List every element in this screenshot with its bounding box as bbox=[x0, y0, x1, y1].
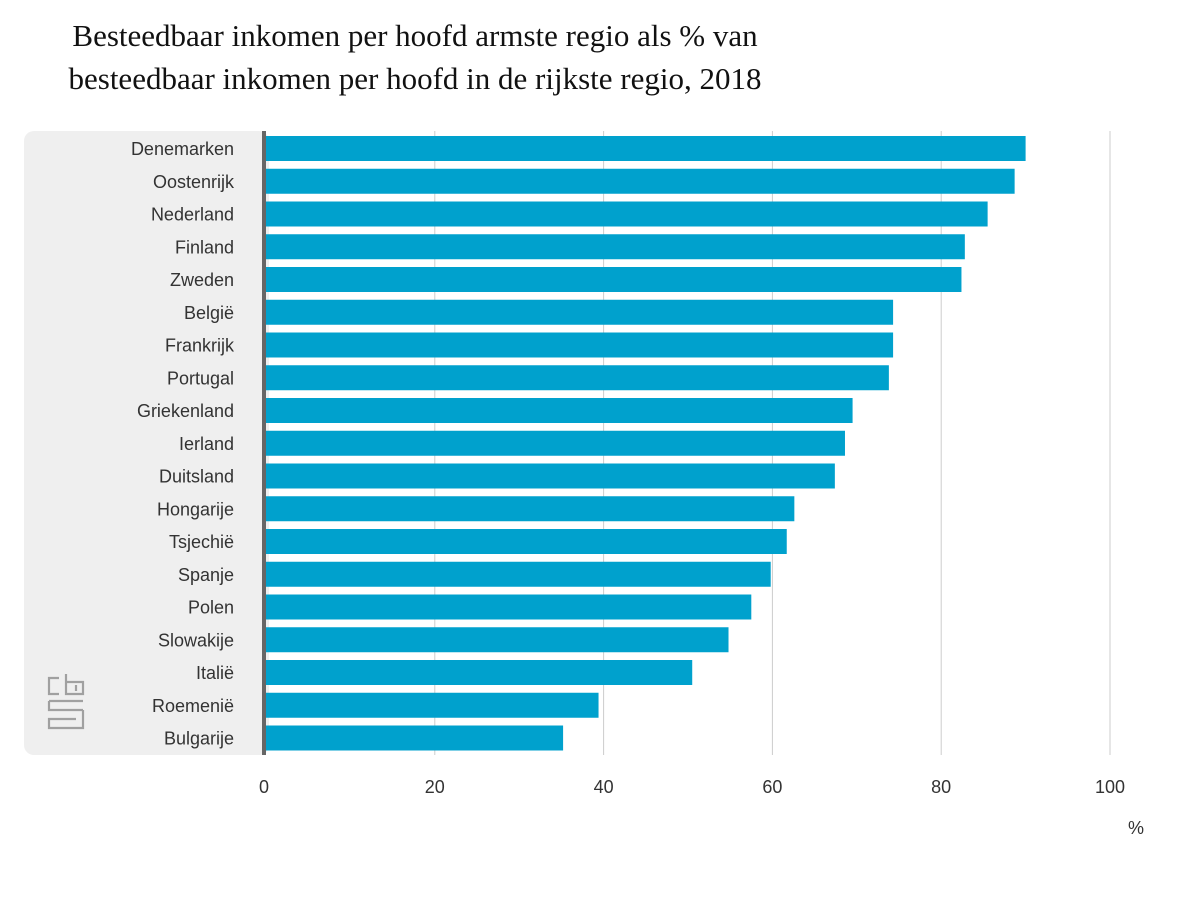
bars bbox=[266, 136, 1026, 751]
x-axis-ticks: 0 20 40 60 80 100 bbox=[259, 777, 1125, 797]
chart-title: Besteedbaar inkomen per hoofd armste reg… bbox=[0, 14, 830, 100]
bar bbox=[266, 267, 962, 292]
bar bbox=[266, 627, 729, 653]
category-label: Duitsland bbox=[159, 467, 234, 487]
category-label: Roemenië bbox=[152, 696, 234, 716]
bar bbox=[266, 136, 1026, 161]
bar bbox=[266, 332, 894, 358]
category-label: Polen bbox=[188, 598, 234, 618]
category-label: Hongarije bbox=[157, 499, 234, 519]
category-label: Italië bbox=[196, 663, 234, 683]
category-label: Frankrijk bbox=[165, 336, 235, 356]
x-axis-unit: % bbox=[1128, 818, 1145, 838]
cbs-logo-icon bbox=[47, 674, 85, 730]
bar bbox=[266, 299, 894, 325]
category-label: Oostenrijk bbox=[153, 172, 235, 192]
category-label: Ierland bbox=[179, 434, 234, 454]
chart-title-line-2: besteedbaar inkomen per hoofd in de rijk… bbox=[68, 61, 762, 96]
bar bbox=[266, 692, 599, 718]
category-label: Slowakije bbox=[158, 630, 234, 650]
chart-title-line-1: Besteedbaar inkomen per hoofd armste reg… bbox=[72, 18, 758, 53]
bar bbox=[266, 365, 889, 391]
x-tick-label: 0 bbox=[259, 777, 269, 797]
bar bbox=[266, 660, 693, 685]
x-tick-label: 20 bbox=[425, 777, 445, 797]
bar bbox=[266, 234, 965, 260]
category-label: Spanje bbox=[178, 565, 234, 585]
category-label: Griekenland bbox=[137, 401, 234, 421]
category-label: België bbox=[184, 303, 234, 323]
bar bbox=[266, 594, 752, 620]
bar bbox=[266, 529, 787, 554]
category-label: Zweden bbox=[170, 270, 234, 290]
category-labels: Denemarken Oostenrijk Nederland Finland Zwed… bbox=[131, 139, 235, 749]
bar bbox=[266, 168, 1015, 194]
bar bbox=[266, 398, 853, 423]
category-label: Nederland bbox=[151, 205, 234, 225]
y-axis-line bbox=[262, 131, 266, 755]
category-label: Bulgarije bbox=[164, 729, 234, 749]
label-panel bbox=[24, 131, 269, 755]
x-tick-label: 100 bbox=[1095, 777, 1125, 797]
category-label: Denemarken bbox=[131, 139, 234, 159]
bar bbox=[266, 463, 835, 489]
bar bbox=[266, 561, 771, 587]
bar bbox=[266, 201, 988, 227]
x-tick-label: 60 bbox=[762, 777, 782, 797]
category-label: Tsjechië bbox=[169, 532, 234, 552]
bar bbox=[266, 430, 845, 456]
x-tick-label: 40 bbox=[594, 777, 614, 797]
x-tick-label: 80 bbox=[931, 777, 951, 797]
bar bbox=[266, 496, 795, 522]
bar bbox=[266, 725, 564, 751]
category-label: Portugal bbox=[167, 368, 234, 388]
category-label: Finland bbox=[175, 237, 234, 257]
